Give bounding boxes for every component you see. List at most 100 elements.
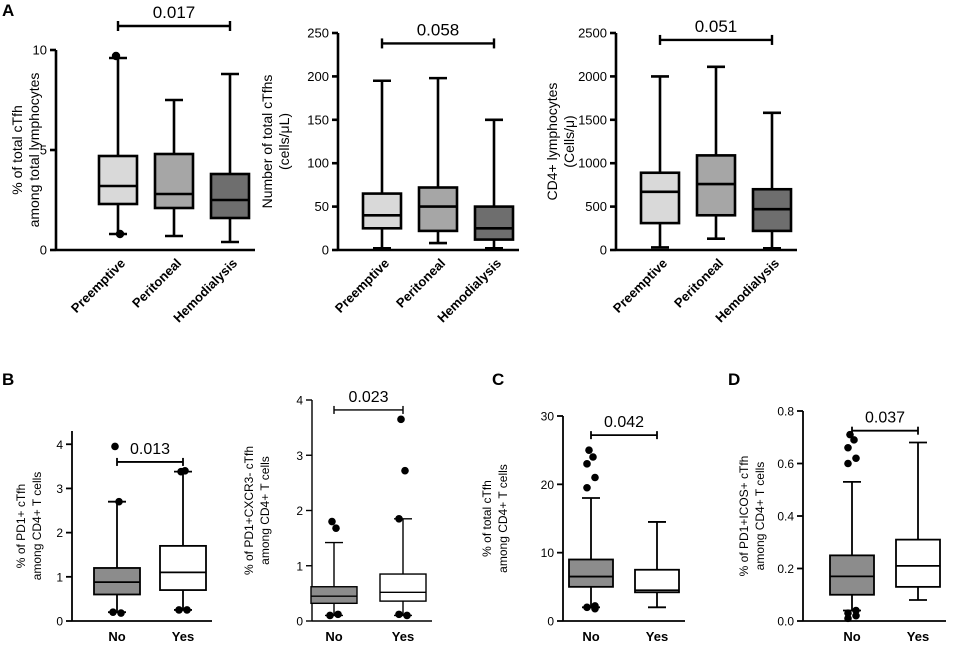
box-iqr <box>153 152 195 210</box>
outlier-point <box>583 483 591 492</box>
box-iqr <box>829 554 875 596</box>
outlier-point <box>844 614 852 623</box>
y-tick-label: 30 <box>541 410 555 424</box>
outlier-point <box>183 606 191 614</box>
y-tick-label: 500 <box>585 199 607 214</box>
p-value-label: 0.013 <box>130 441 170 458</box>
y-tick-label: 0.0 <box>777 615 794 629</box>
box-iqr <box>417 186 459 233</box>
box-peritoneal <box>153 98 195 238</box>
box-hemodialysis <box>473 118 515 250</box>
panel-label-a: A <box>2 1 14 20</box>
box-no <box>310 517 358 620</box>
y-axis-title: among CD4+ T cells <box>753 462 767 571</box>
box-iqr <box>159 544 207 591</box>
y-tick-label: 2 <box>56 526 63 540</box>
y-tick-label: 4 <box>56 438 63 452</box>
outlier-point <box>403 611 411 620</box>
y-axis-title: % of total cTfh <box>480 480 494 557</box>
outlier-point <box>115 229 125 239</box>
box-no <box>568 446 614 613</box>
outlier-point <box>397 415 405 424</box>
y-axis-title: among CD4+ T cells <box>30 472 44 581</box>
x-category-label: Yes <box>392 629 414 644</box>
y-tick-label: 2000 <box>578 69 607 84</box>
box-yes <box>634 521 680 609</box>
significance-bracket: 0.023 <box>333 389 404 414</box>
y-axis-title: % of PD1+ cTfh <box>14 484 28 568</box>
x-category-label: Peritoneal <box>393 256 448 311</box>
box-yes <box>895 441 941 601</box>
y-tick-label: 250 <box>307 26 329 41</box>
significance-bracket: 0.058 <box>380 20 496 49</box>
x-category-label: No <box>843 629 860 644</box>
significance-bracket: 0.037 <box>851 410 919 435</box>
y-tick-label: 10 <box>33 43 47 58</box>
y-tick-label: 0 <box>322 243 329 258</box>
box-yes <box>379 415 427 620</box>
outlier-point <box>175 606 183 614</box>
significance-bracket: 0.017 <box>116 3 232 31</box>
outlier-point <box>591 604 599 613</box>
y-tick-label: 1000 <box>578 156 607 171</box>
y-tick-label: 100 <box>307 156 329 171</box>
y-tick-label: 0.2 <box>777 562 794 576</box>
p-value-label: 0.042 <box>604 414 644 431</box>
outlier-point <box>852 454 860 463</box>
x-category-label: No <box>582 629 599 644</box>
y-tick-label: 5 <box>40 143 47 158</box>
y-axis-title: % of total cTfh <box>9 105 25 194</box>
chart-1: 0 5 10 % of total cTfh among total lymphocyt… <box>9 3 255 325</box>
box-hemodialysis <box>209 72 251 244</box>
outlier-point <box>326 611 334 620</box>
box-preemptive <box>639 75 681 249</box>
chart-5: 0 1 2 3 4 % of PD1+CXCR3- cTfh among CD4+ T ce… <box>242 389 432 644</box>
p-value-label: 0.037 <box>865 410 905 427</box>
outlier-point <box>117 609 125 617</box>
y-axis-title: (cells/μL) <box>276 113 292 170</box>
x-category-label: Yes <box>907 629 929 644</box>
y-tick-label: 0 <box>296 615 303 629</box>
x-category-label: Yes <box>172 629 194 644</box>
y-tick-label: 50 <box>315 199 329 214</box>
box-preemptive <box>361 79 403 250</box>
y-tick-label: 0 <box>547 615 554 629</box>
outlier-point <box>328 517 336 526</box>
y-tick-label: 1 <box>296 559 303 573</box>
y-axis-title: among CD4+ T cells <box>258 456 272 565</box>
outlier-point <box>585 446 593 454</box>
y-axis-title: % of PD1+CXCR3- cTfh <box>242 446 256 575</box>
box-iqr <box>634 568 680 594</box>
outlier-point <box>591 473 599 482</box>
x-category-label: Peritoneal <box>671 256 726 311</box>
y-axis-title: % of PD1+ICOS+ cTfh <box>737 456 751 577</box>
chart-2: 0 50 100 150 200 250 Number of total cTfhs (cel… <box>259 20 519 325</box>
y-axis-title: among CD4+ T cells <box>496 464 510 573</box>
y-axis-title: Number of total cTfhs <box>259 75 275 209</box>
y-tick-label: 0.8 <box>777 405 794 419</box>
y-tick-label: 0.6 <box>777 457 794 471</box>
box-peritoneal <box>417 76 459 245</box>
x-category-label: Yes <box>646 629 668 644</box>
chart-7: 0.0 0.2 0.4 0.6 0.8 % of PD1+ICOS+ cTfh among … <box>737 405 946 644</box>
box-hemodialysis <box>751 111 793 250</box>
box-iqr <box>473 205 515 241</box>
chart-6: 0 10 20 30 % of total cTfh among CD4+ T cells… <box>480 410 685 644</box>
chart-3: 0 500 1000 1500 2000 2500 CD4+ lymphocytes (Cel… <box>544 17 797 325</box>
box-iqr <box>568 558 614 588</box>
x-category-label: No <box>325 629 342 644</box>
box-iqr <box>209 172 251 220</box>
y-tick-label: 10 <box>541 546 555 560</box>
outlier-point <box>115 497 123 506</box>
outlier-point <box>583 460 591 468</box>
y-axis-title: among total lymphocytes <box>26 73 42 228</box>
outlier-point <box>109 608 117 616</box>
p-value-label: 0.058 <box>417 20 460 39</box>
y-tick-label: 20 <box>541 478 555 492</box>
y-tick-label: 2 <box>296 504 303 518</box>
outlier-point <box>589 453 597 461</box>
x-category-label: Peritoneal <box>129 256 184 311</box>
outlier-point <box>852 606 860 615</box>
box-no <box>93 442 141 617</box>
